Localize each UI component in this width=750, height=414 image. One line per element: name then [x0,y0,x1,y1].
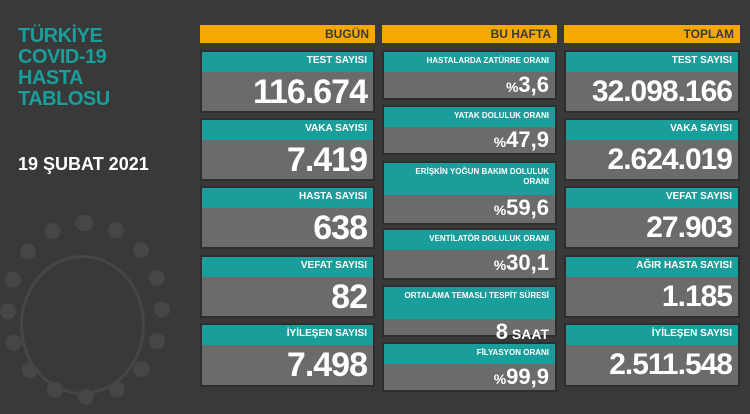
stat-number: 30,1 [506,250,549,275]
stat-number: 2.511.548 [609,348,733,381]
stat-label: VAKA SAYISI [566,120,738,140]
title-line: TÜRKİYE [18,25,103,47]
stat-label: ORTALAMA TEMASLI TESPİT SÜRESİ [384,287,555,319]
stat-label: VENTİLATÖR DOLULUK ORANI [384,230,555,250]
stat-number: 1.185 [661,280,733,313]
stat-label: İYİLEŞEN SAYISI [202,325,373,345]
stat-number: 47,9 [506,127,549,152]
stat-label: TEST SAYISI [566,52,738,72]
stat-card-week: FİLYASYON ORANI %99,9 [382,342,557,392]
stat-number: 7.419 [286,141,368,179]
stat-card-today: TEST SAYISI 116.674 [200,50,375,113]
stat-number: 2.624.019 [607,143,733,176]
percent-sign: % [493,134,507,150]
stat-number: 27.903 [646,211,733,244]
stat-card-today: VAKA SAYISI 7.419 [200,118,375,181]
stat-value: 7.419 [202,140,373,180]
unit: SAAT [508,326,549,342]
stat-label: FİLYASYON ORANI [384,344,555,364]
stat-card-week: HASTALARDA ZATÜRRE ORANI %3,6 [382,50,557,100]
stat-label: TEST SAYISI [202,52,373,72]
stat-label: VEFAT SAYISI [202,257,373,277]
title-line: COVID-19 [18,46,107,68]
stat-label: YATAK DOLULUK ORANI [384,107,555,127]
header-total: TOPLAM [564,25,740,43]
stat-value: %47,9 [384,127,555,155]
stat-value: 32.098.166 [566,72,738,112]
stat-number: 32.098.166 [591,75,733,108]
stat-number: 8 [495,319,509,344]
percent-sign: % [493,202,507,218]
page-title: TÜRKİYE COVID-19 HASTA TABLOSU [18,26,110,110]
stat-card-week: ERİŞKİN YOĞUN BAKIM DOLULUK ORANI %59,6 [382,161,557,225]
percent-sign: % [493,371,507,387]
stat-card-total: AĞIR HASTA SAYISI 1.185 [564,255,740,318]
stat-card-total: İYİLEŞEN SAYISI 2.511.548 [564,323,740,387]
header-week: BU HAFTA [382,25,557,43]
stat-card-today: VEFAT SAYISI 82 [200,255,375,318]
stat-value: 1.185 [566,277,738,317]
stat-number: 3,6 [518,72,549,97]
stat-label: VAKA SAYISI [202,120,373,140]
stat-value: %30,1 [384,250,555,278]
stat-card-week: YATAK DOLULUK ORANI %47,9 [382,105,557,155]
title-line: TABLOSU [18,88,110,110]
stat-card-total: VAKA SAYISI 2.624.019 [564,118,740,181]
stat-value: 116.674 [202,72,373,112]
stat-number: 59,6 [506,195,549,220]
stat-card-total: TEST SAYISI 32.098.166 [564,50,740,113]
stat-value: 2.624.019 [566,140,738,180]
percent-sign: % [493,257,507,273]
stat-value: 638 [202,208,373,248]
stat-label: HASTALARDA ZATÜRRE ORANI [384,52,555,72]
stat-value: 27.903 [566,208,738,248]
stat-value: %3,6 [384,72,555,100]
stat-label: İYİLEŞEN SAYISI [566,325,738,345]
title-line: HASTA [18,67,83,89]
stat-number: 7.498 [286,346,368,384]
stat-number: 99,9 [506,364,549,389]
stat-label: HASTA SAYISI [202,188,373,208]
stat-label: ERİŞKİN YOĞUN BAKIM DOLULUK ORANI [384,163,555,195]
stat-card-today: İYİLEŞEN SAYISI 7.498 [200,323,375,387]
stat-label: AĞIR HASTA SAYISI [566,257,738,277]
stat-value: %99,9 [384,364,555,392]
report-date: 19 ŞUBAT 2021 [18,154,149,174]
stat-value: 7.498 [202,345,373,385]
stat-card-today: HASTA SAYISI 638 [200,186,375,249]
stat-card-total: VEFAT SAYISI 27.903 [564,186,740,249]
stat-value: 2.511.548 [566,345,738,385]
stat-value: 8 SAAT [384,319,555,347]
header-today: BUGÜN [200,25,375,43]
stat-card-week: VENTİLATÖR DOLULUK ORANI %30,1 [382,228,557,280]
stat-value: %59,6 [384,195,555,223]
stat-number: 116.674 [252,73,368,111]
stat-label: VEFAT SAYISI [566,188,738,208]
stat-number: 638 [313,209,368,247]
stat-number: 82 [331,278,368,316]
caduceus-watermark [20,255,145,395]
percent-sign: % [505,79,519,95]
stat-card-week: ORTALAMA TEMASLI TESPİT SÜRESİ 8 SAAT [382,285,557,344]
stat-value: 82 [202,277,373,317]
